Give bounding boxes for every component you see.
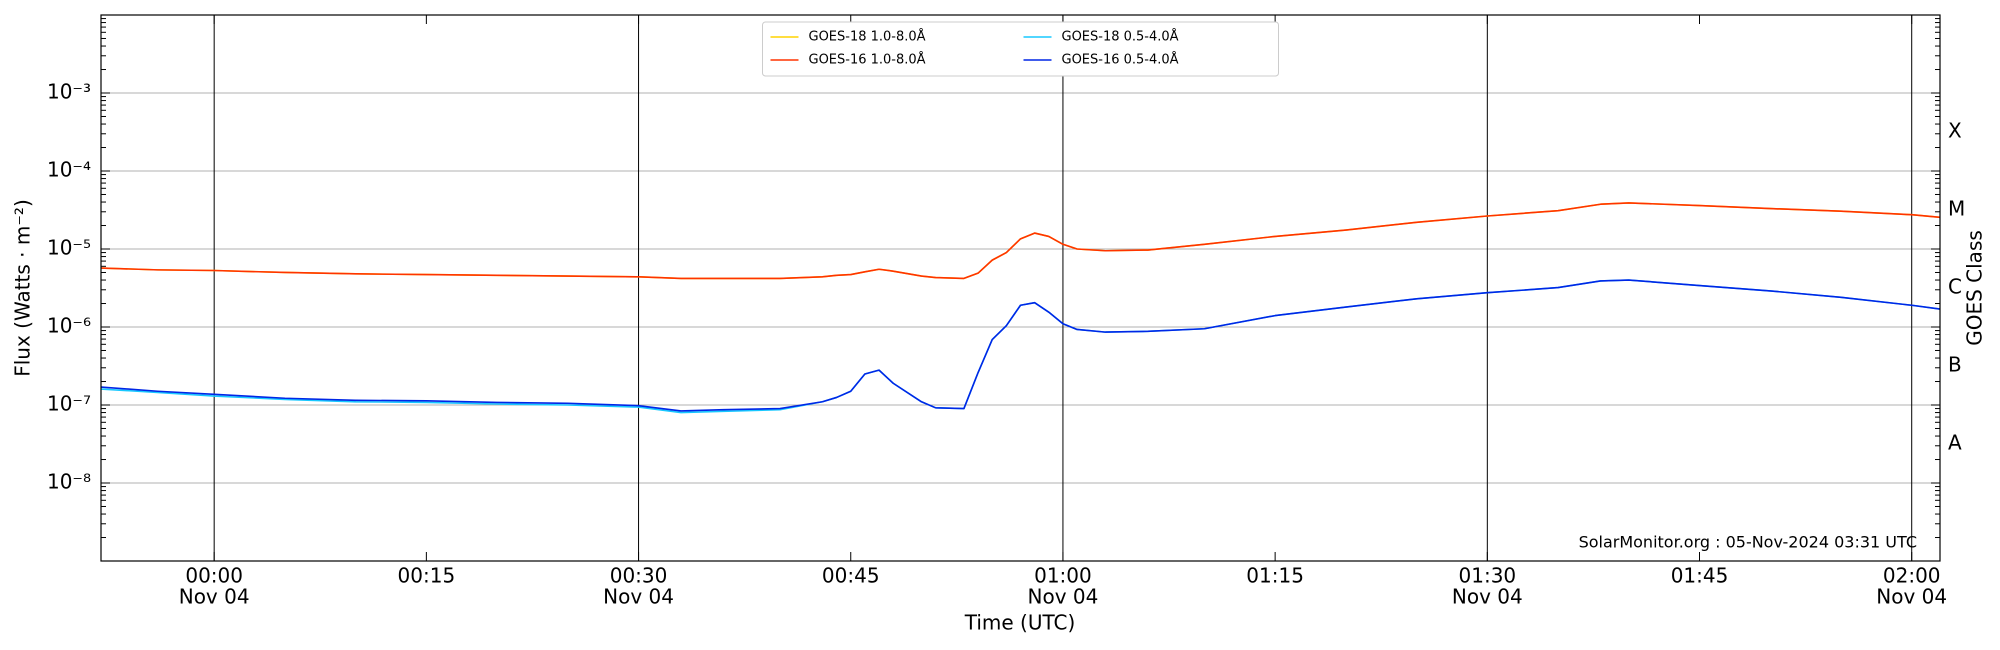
x-tick-label: Nov 04 <box>1452 585 1523 609</box>
x-tick-label: 02:00 <box>1883 564 1941 588</box>
x-tick-label: 01:00 <box>1034 564 1092 588</box>
legend-box <box>762 21 1279 77</box>
plot-frame <box>100 14 1941 562</box>
y-tick-label: 10⁻⁸ <box>47 470 91 494</box>
y-tick-label: 10⁻⁴ <box>47 158 91 182</box>
annotation: SolarMonitor.org : 05-Nov-2024 03:31 UTC <box>1579 533 1917 552</box>
series-line <box>100 202 1941 280</box>
x-tick-label: 00:30 <box>610 564 668 588</box>
series-line <box>100 202 1941 280</box>
y2-tick-label: M <box>1948 197 1965 221</box>
y2-axis-label: GOES Class <box>1963 230 1987 346</box>
y2-tick-label: X <box>1948 119 1962 143</box>
legend: GOES-18 1.0-8.0Å GOES-16 1.0-8.0Å GOES-18 … <box>762 21 1279 77</box>
y2-tick-label: A <box>1948 431 1962 455</box>
series-line <box>100 279 1941 412</box>
x-tick-label: 00:15 <box>398 564 456 588</box>
x-tick-label: Nov 04 <box>1876 585 1947 609</box>
series-line <box>100 279 1941 414</box>
legend-label: GOES-18 1.0-8.0Å <box>809 29 926 45</box>
y2-tick-label: B <box>1948 353 1962 377</box>
y-tick-label: 10⁻⁷ <box>47 392 91 416</box>
legend-label: GOES-18 0.5-4.0Å <box>1062 29 1179 45</box>
y-tick-label: 10⁻⁶ <box>47 314 91 338</box>
x-tick-label: Nov 04 <box>603 585 674 609</box>
x-tick-label: Nov 04 <box>179 585 250 609</box>
legend-label: GOES-16 1.0-8.0Å <box>809 52 926 68</box>
x-tick-label: 01:30 <box>1459 564 1517 588</box>
x-tick-label: 00:45 <box>822 564 880 588</box>
x-tick-label: Nov 04 <box>1028 585 1099 609</box>
y-tick-label: 10⁻⁵ <box>47 236 91 260</box>
legend-label: GOES-16 0.5-4.0Å <box>1062 52 1179 68</box>
y-tick-label: 10⁻³ <box>47 80 91 104</box>
x-axis-label: Time (UTC) <box>964 611 1076 635</box>
x-tick-label: 00:00 <box>185 564 243 588</box>
y-axis-label: Flux (Watts · m⁻²) <box>11 199 35 377</box>
x-tick-label: 01:15 <box>1246 564 1304 588</box>
y2-tick-label: C <box>1948 275 1962 299</box>
x-tick-label: 01:45 <box>1671 564 1729 588</box>
